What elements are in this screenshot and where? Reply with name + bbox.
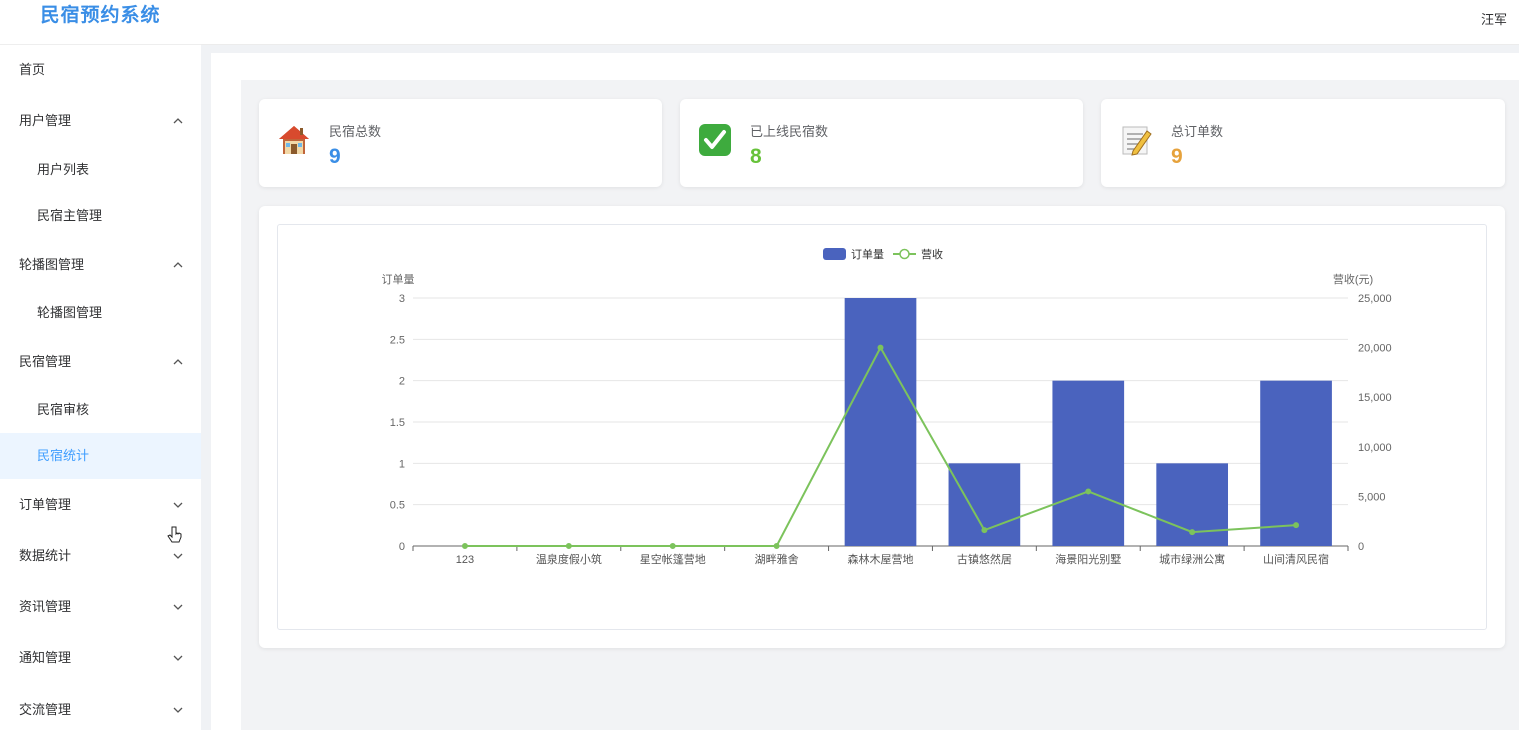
x-tick-label: 星空帐篷营地 — [640, 552, 706, 566]
chart-card: 0 0.5 1 1.5 2 2.5 3 0 5,000 10,000 15,000 20,000 25,… — [259, 206, 1505, 648]
x-tick-label: 古镇悠然居 — [957, 552, 1012, 566]
bar — [948, 463, 1021, 546]
x-tick-label: 海景阳光别墅 — [1055, 552, 1121, 566]
line-point — [461, 543, 468, 549]
chevron-up-icon — [173, 242, 183, 288]
sidebar-menu-6[interactable]: 民宿管理 — [0, 339, 201, 385]
sidebar-item-label: 民宿管理 — [19, 354, 72, 369]
sidebar-item-3[interactable]: 民宿主管理 — [0, 193, 201, 239]
stat-label: 民宿总数 — [329, 124, 382, 139]
mouse-cursor-icon — [167, 526, 183, 551]
sidebar-item-label: 交流管理 — [19, 702, 72, 717]
top-bar: 汪军 — [201, 0, 1519, 45]
line-point — [1293, 522, 1300, 529]
chevron-down-icon — [173, 533, 183, 579]
legend-label: 营收 — [921, 247, 943, 261]
x-tick-label: 湖畔雅舍 — [755, 552, 799, 566]
sidebar-item-5[interactable]: 轮播图管理 — [0, 290, 201, 336]
x-tick-label: 森林木屋营地 — [848, 552, 914, 566]
line-point — [565, 543, 572, 549]
sidebar-menu-10[interactable]: 数据统计 — [0, 533, 201, 579]
y-tick-label: 2 — [399, 376, 405, 388]
sidebar-item-label: 民宿主管理 — [37, 208, 103, 223]
sidebar-menu-1[interactable]: 用户管理 — [0, 98, 201, 144]
chevron-down-icon — [173, 482, 183, 528]
sidebar-menu-9[interactable]: 订单管理 — [0, 482, 201, 528]
y-tick-label: 1 — [399, 458, 405, 470]
chart-frame: 0 0.5 1 1.5 2 2.5 3 0 5,000 10,000 15,000 20,000 25,… — [277, 224, 1487, 630]
sidebar-item-label: 民宿统计 — [37, 448, 90, 463]
x-tick-label: 城市绿洲公寓 — [1159, 552, 1225, 566]
sidebar-menu-4[interactable]: 轮播图管理 — [0, 242, 201, 288]
chevron-up-icon — [173, 339, 183, 385]
sidebar: 民宿预约系统 首页 用户管理 用户列表 民宿主管理 轮播图管理 轮播图管理 民宿管理 民宿审核… — [0, 0, 202, 730]
sidebar-item-label: 用户列表 — [37, 162, 90, 177]
bar — [1260, 380, 1332, 546]
user-name[interactable]: 汪军 — [1480, 12, 1507, 27]
y-tick-label: 3 — [399, 293, 405, 305]
chevron-down-icon — [173, 635, 183, 681]
stat-label: 总订单数 — [1171, 124, 1224, 139]
y-axis-label: 订单量 — [382, 273, 415, 286]
sidebar-menu-12[interactable]: 通知管理 — [0, 635, 201, 681]
y-tick-label: 0.5 — [390, 500, 405, 512]
y-right-tick-label: 10,000 — [1358, 442, 1392, 454]
sidebar-item-2[interactable]: 用户列表 — [0, 147, 201, 193]
line-point — [877, 344, 884, 351]
y-right-axis-label: 营收(元) — [1333, 272, 1373, 286]
sidebar-item-7[interactable]: 民宿审核 — [0, 387, 201, 433]
chevron-down-icon — [173, 687, 183, 733]
sidebar-item-label: 用户管理 — [19, 113, 72, 128]
sidebar-item-label: 民宿审核 — [37, 402, 90, 417]
sidebar-item-label: 通知管理 — [19, 650, 72, 665]
bar — [844, 298, 917, 546]
sidebar-item-label: 订单管理 — [19, 497, 72, 512]
line-point — [773, 543, 780, 549]
sidebar-item-label: 轮播图管理 — [19, 257, 85, 272]
stat-card-online-homestays: 已上线民宿数 8 — [680, 99, 1083, 187]
house-icon — [277, 123, 311, 157]
y-tick-label: 1.5 — [390, 417, 405, 429]
y-right-tick-label: 25,000 — [1358, 293, 1392, 305]
y-right-tick-label: 0 — [1358, 541, 1364, 553]
stat-label: 已上线民宿数 — [750, 124, 829, 139]
bar — [1052, 380, 1125, 546]
homestay-chart: 0 0.5 1 1.5 2 2.5 3 0 5,000 10,000 15,000 20,000 25,… — [382, 247, 1392, 566]
y-right-tick-label: 5,000 — [1358, 491, 1386, 503]
chevron-up-icon — [173, 98, 183, 144]
sidebar-item-label: 首页 — [19, 62, 46, 77]
x-tick-label: 123 — [456, 554, 474, 566]
stat-value: 9 — [1171, 145, 1183, 168]
x-tick-label: 山间清风民宿 — [1263, 552, 1329, 566]
sidebar-menu-0[interactable]: 首页 — [0, 47, 201, 93]
y-right-tick-label: 15,000 — [1358, 392, 1392, 404]
line-point — [669, 543, 676, 549]
sidebar-menu-13[interactable]: 交流管理 — [0, 687, 201, 733]
check-mark-icon — [698, 123, 732, 157]
legend-bar-swatch — [823, 248, 846, 260]
x-tick-label: 温泉度假小筑 — [536, 552, 602, 566]
sidebar-item-label: 资讯管理 — [19, 599, 72, 614]
line-point — [981, 527, 988, 534]
app-title: 民宿预约系统 — [0, 0, 201, 45]
stat-value: 8 — [750, 145, 762, 168]
y-tick-label: 0 — [399, 541, 405, 553]
sidebar-item-label: 数据统计 — [19, 548, 72, 563]
legend-label: 订单量 — [851, 248, 884, 261]
stat-card-total-homestays: 民宿总数 9 — [259, 99, 662, 187]
chevron-down-icon — [173, 584, 183, 630]
sidebar-item-8[interactable]: 民宿统计 — [0, 433, 201, 479]
stat-card-total-orders: 总订单数 9 — [1101, 99, 1505, 187]
y-right-tick-label: 20,000 — [1358, 343, 1392, 355]
sidebar-menu-11[interactable]: 资讯管理 — [0, 584, 201, 630]
legend-line-marker — [899, 248, 910, 260]
line-point — [1085, 488, 1092, 495]
stat-value: 9 — [329, 145, 341, 168]
sidebar-item-label: 轮播图管理 — [37, 305, 103, 320]
line-point — [1189, 529, 1196, 536]
memo-icon — [1119, 123, 1153, 157]
y-tick-label: 2.5 — [390, 334, 405, 346]
